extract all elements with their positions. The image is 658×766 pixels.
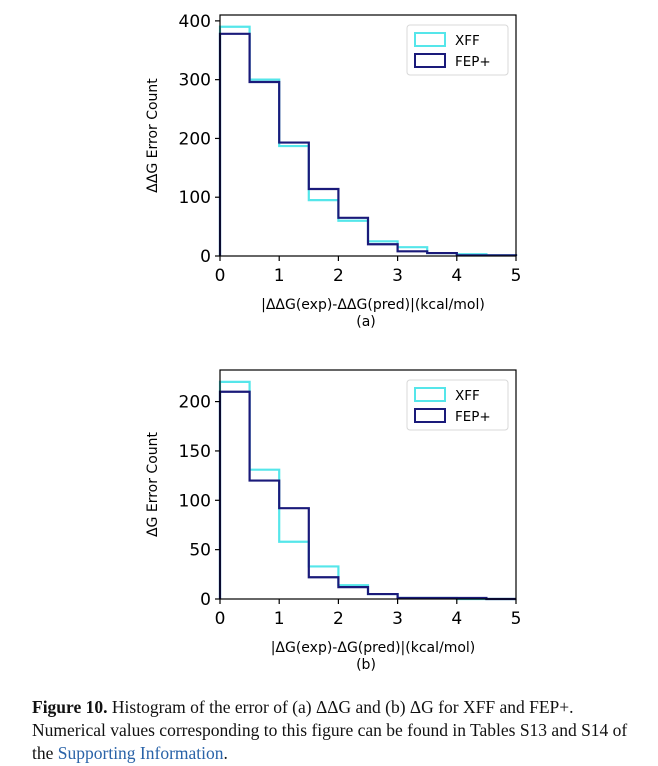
x-tick-label: 5	[511, 609, 522, 629]
x-tick-label: 3	[392, 609, 403, 629]
x-tick-label: 3	[392, 266, 403, 286]
y-tick-label: 150	[179, 442, 211, 462]
panel-label: (a)	[356, 314, 376, 330]
legend-swatch-xff	[414, 32, 446, 47]
x-tick-label: 1	[274, 266, 285, 286]
plot-frame	[219, 369, 517, 600]
y-tick-label: 100	[179, 188, 211, 208]
y-tick-label: 50	[189, 541, 211, 561]
x-axis-label: |ΔG(exp)-ΔG(pred)|(kcal/mol)	[271, 640, 476, 656]
x-tick-label: 0	[215, 266, 226, 286]
legend-label-fepplus: FEP+	[455, 54, 491, 70]
legend-label-fepplus: FEP+	[455, 409, 491, 425]
legend-label-xff: XFF	[455, 388, 480, 404]
panel-label: (b)	[356, 657, 376, 673]
y-tick-label: 0	[200, 590, 211, 610]
chart-panel-b: 0 1 2 3 4 5050100150200|ΔG(exp)-ΔG(pred)|(kca…	[145, 369, 522, 673]
legend: XFF FEP+	[406, 379, 509, 431]
caption-text: Histogram of the error of (a) ΔΔG and (b…	[32, 697, 628, 763]
legend-label-xff: XFF	[455, 33, 480, 49]
caption-end: .	[223, 743, 228, 763]
legend-swatch-fepplus	[414, 53, 446, 68]
plot-frame	[219, 14, 517, 257]
y-tick-label: 0	[200, 247, 211, 267]
x-tick-label: 5	[511, 266, 522, 286]
x-tick-label: 2	[333, 609, 344, 629]
y-axis-label: ΔG Error Count	[145, 431, 161, 537]
caption-label: Figure 10.	[32, 697, 108, 717]
legend-box	[406, 24, 509, 76]
x-axis-label: |ΔΔG(exp)-ΔΔG(pred)|(kcal/mol)	[261, 297, 485, 313]
y-tick-label: 300	[179, 71, 211, 91]
x-tick-label: 0	[215, 609, 226, 629]
histogram-series-fepplus	[218, 32, 518, 257]
histogram-series-fepplus	[218, 390, 516, 601]
x-tick-label: 1	[274, 609, 285, 629]
figure-charts: 0 1 2 3 4 50100200300400|ΔΔG(exp)-ΔΔG(pred)|(…	[145, 12, 522, 673]
x-tick-label: 4	[451, 266, 462, 286]
legend-swatch-fepplus	[414, 408, 446, 423]
x-tick-label: 2	[333, 266, 344, 286]
legend: XFF FEP+	[406, 24, 509, 76]
y-tick-label: 200	[179, 393, 211, 413]
y-tick-label: 100	[179, 491, 211, 511]
figure-caption: Figure 10. Histogram of the error of (a)…	[32, 696, 637, 765]
y-tick-label: 200	[179, 129, 211, 149]
legend-box	[406, 379, 509, 431]
legend-swatch-xff	[414, 387, 446, 402]
supporting-information-link[interactable]: Supporting Information	[57, 743, 224, 763]
y-axis-label: ΔΔG Error Count	[145, 78, 161, 193]
chart-panel-a: 0 1 2 3 4 5 0 100 200 300 400 |ΔΔG(exp)-ΔΔG(pred)|(…	[145, 12, 521, 330]
x-tick-label: 4	[451, 609, 462, 629]
y-tick-label: 400	[179, 12, 211, 32]
